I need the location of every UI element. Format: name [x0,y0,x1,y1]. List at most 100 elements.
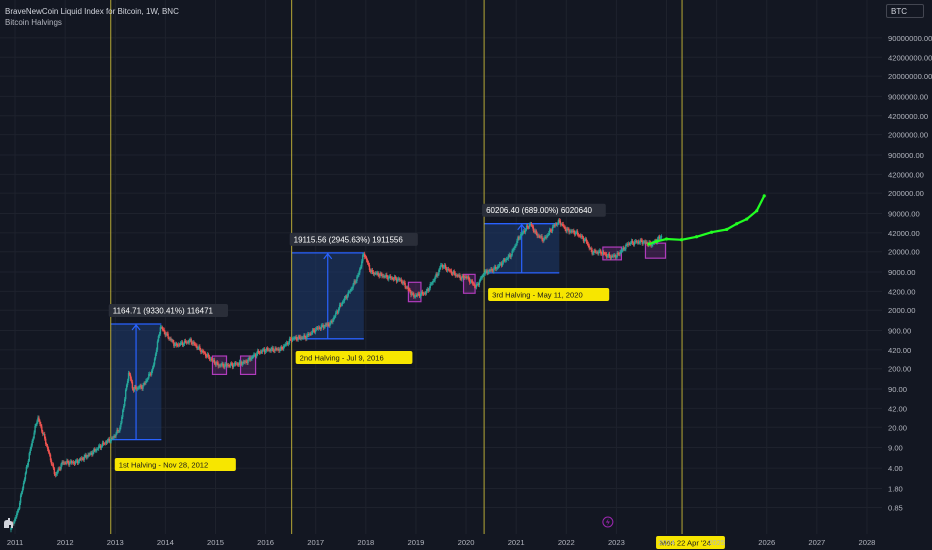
price-candle [421,291,424,294]
price-candle [93,449,95,452]
price-candle [13,522,15,524]
price-candle [565,229,567,232]
tradingview-logo-icon [4,518,13,528]
price-candle [579,235,582,237]
price-candle [506,258,509,260]
price-candle [210,358,213,360]
price-candle [393,276,396,280]
price-candle [131,381,134,389]
price-candle [110,437,112,442]
support-zone [462,273,476,294]
price-candle [282,348,284,350]
price-candle [25,466,28,473]
price-candle [303,335,305,338]
price-candle [451,273,454,275]
price-candle [581,236,584,238]
price-candle [404,282,406,288]
price-candle [374,273,376,274]
price-candle [436,274,438,276]
price-candle [135,387,137,390]
x-tick-label: 2020 [458,538,475,547]
price-candle [182,343,185,346]
price-candle [137,387,139,389]
price-candle [619,252,621,255]
price-candle [402,281,404,284]
grid [0,0,882,534]
price-candle [299,336,301,339]
price-candle [624,249,626,250]
x-axis[interactable]: 2011 2012 2013 2014 2015 2016 2017 2018 2019 2020… [7,538,876,547]
price-candle [267,349,270,351]
price-candle [139,385,141,388]
price-candle [325,324,327,326]
price-candle [543,238,545,242]
price-candle [211,359,214,361]
price-candle [302,337,304,339]
price-candle [327,323,329,325]
price-candle [285,342,288,345]
price-candle [222,363,224,366]
price-candle [31,440,33,446]
price-candle [563,226,565,228]
price-candle [54,473,57,476]
price-candle [232,364,235,368]
price-candle [632,242,635,245]
price-candle [53,468,56,474]
price-candle [511,250,513,256]
price-candle [378,275,380,277]
price-candle [150,370,153,375]
price-candle [168,337,170,339]
price-candle [291,338,294,341]
price-candle [294,336,296,339]
price-candle [564,226,566,230]
price-candle [530,224,533,226]
price-candle [465,276,467,278]
price-candle [163,329,165,333]
price-candle [268,349,270,351]
price-candle [278,349,280,351]
y-axis[interactable]: 90000000.00 42000000.00 20000000.00 9000000… [888,34,932,513]
price-candle [354,281,356,283]
price-candle [508,254,510,256]
price-candle [362,255,364,262]
price-candle [180,342,183,344]
event-marker-icon[interactable] [602,516,614,528]
indicator-label[interactable]: Bitcoin Halvings [5,18,62,27]
price-candle [214,363,216,365]
price-candle [116,429,118,434]
x-tick-label: 2028 [859,538,876,547]
price-candle [21,488,24,493]
price-candle [386,274,388,278]
currency-badge[interactable]: BTC [886,4,924,18]
price-candle [290,339,293,341]
price-candle [319,328,322,330]
price-candle [154,354,157,359]
price-candle [158,333,161,337]
price-candle [446,269,449,271]
price-candle [412,293,414,295]
price-candle [125,385,128,390]
price-candle [609,256,612,259]
y-tick-label: 2000000.00 [888,131,928,140]
price-candle [104,442,107,444]
price-candle [447,269,450,270]
price-candle [177,344,180,346]
halving-label: 3rd Halving - May 11, 2020 [492,291,583,300]
price-candle [179,342,182,345]
price-candle [657,236,660,239]
price-candle [202,350,204,352]
price-candle [604,253,607,255]
price-candle [329,322,331,327]
price-candle [261,349,264,352]
price-candle [287,342,290,345]
price-candle [263,349,266,353]
price-candle [588,245,590,249]
price-candle [204,353,207,357]
price-candle [121,416,123,424]
y-tick-label: 42000.00 [888,229,920,238]
price-candle [75,460,78,462]
projection-point [735,222,739,226]
price-candle [128,372,131,375]
price-candle [469,279,471,283]
